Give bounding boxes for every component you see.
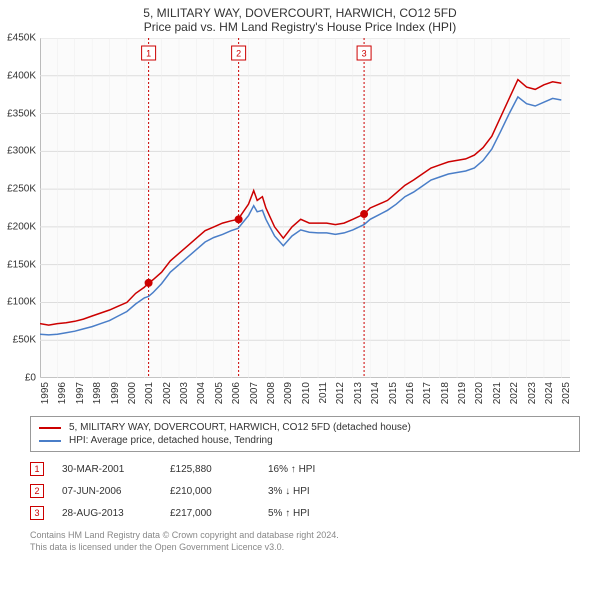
y-tick-label: £200K	[7, 221, 36, 232]
y-tick-label: £50K	[13, 335, 36, 346]
x-tick-label: 2003	[179, 382, 190, 404]
x-tick-label: 2017	[422, 382, 433, 404]
chart-title: 5, MILITARY WAY, DOVERCOURT, HARWICH, CO…	[0, 0, 600, 20]
y-tick-label: £450K	[7, 33, 36, 44]
x-tick-label: 2000	[127, 382, 138, 404]
y-tick-label: £250K	[7, 184, 36, 195]
chart-container: 5, MILITARY WAY, DOVERCOURT, HARWICH, CO…	[0, 0, 600, 590]
x-tick-label: 2001	[144, 382, 155, 404]
legend-label: HPI: Average price, detached house, Tend…	[69, 435, 273, 446]
footer-line2: This data is licensed under the Open Gov…	[30, 542, 570, 554]
y-tick-label: £150K	[7, 259, 36, 270]
event-date: 28-AUG-2013	[62, 508, 152, 519]
plot-svg: 1 2 3	[40, 38, 570, 378]
x-tick-label: 2019	[457, 382, 468, 404]
footer-line1: Contains HM Land Registry data © Crown c…	[30, 530, 570, 542]
event-hpi: 5% ↑ HPI	[268, 508, 348, 519]
legend-label: 5, MILITARY WAY, DOVERCOURT, HARWICH, CO…	[69, 422, 411, 433]
event-price: £125,880	[170, 464, 250, 475]
x-axis-labels: 1995 1996 1997 1998 1999 2000 2001 2002 2003 2004…	[40, 380, 570, 410]
events-table: 1 30-MAR-2001 £125,880 16% ↑ HPI 2 07-JUN-200…	[30, 458, 570, 524]
x-tick-label: 1998	[92, 382, 103, 404]
x-tick-label: 2018	[440, 382, 451, 404]
x-tick-label: 2004	[196, 382, 207, 404]
x-tick-label: 2011	[318, 382, 329, 404]
y-tick-label: £300K	[7, 146, 36, 157]
event-marker-box: 2	[30, 484, 44, 498]
x-tick-label: 2021	[492, 382, 503, 404]
x-tick-label: 2006	[231, 382, 242, 404]
y-axis-labels: £0£50K£100K£150K£200K£250K£300K£350K£400…	[0, 38, 38, 378]
x-tick-label: 1999	[110, 382, 121, 404]
event-price: £217,000	[170, 508, 250, 519]
svg-text:1: 1	[146, 49, 151, 59]
chart-subtitle: Price paid vs. HM Land Registry's House …	[0, 20, 600, 38]
x-tick-label: 2016	[405, 382, 416, 404]
x-tick-label: 2022	[509, 382, 520, 404]
x-tick-label: 2009	[283, 382, 294, 404]
x-tick-label: 2013	[353, 382, 364, 404]
event-marker-box: 3	[30, 506, 44, 520]
x-tick-label: 2007	[249, 382, 260, 404]
x-tick-label: 2010	[301, 382, 312, 404]
event-row: 1 30-MAR-2001 £125,880 16% ↑ HPI	[30, 458, 570, 480]
event-row: 2 07-JUN-2006 £210,000 3% ↓ HPI	[30, 480, 570, 502]
x-tick-label: 1995	[40, 382, 51, 404]
x-tick-label: 2005	[214, 382, 225, 404]
x-tick-label: 2014	[370, 382, 381, 404]
x-tick-label: 2020	[474, 382, 485, 404]
x-tick-label: 1996	[57, 382, 68, 404]
footer: Contains HM Land Registry data © Crown c…	[30, 530, 570, 553]
event-row: 3 28-AUG-2013 £217,000 5% ↑ HPI	[30, 502, 570, 524]
x-tick-label: 2025	[561, 382, 572, 404]
legend-row: 5, MILITARY WAY, DOVERCOURT, HARWICH, CO…	[39, 421, 571, 434]
event-marker-box: 1	[30, 462, 44, 476]
legend-swatch	[39, 440, 61, 442]
event-price: £210,000	[170, 486, 250, 497]
x-tick-label: 2012	[335, 382, 346, 404]
x-tick-label: 2015	[388, 382, 399, 404]
x-tick-label: 2002	[162, 382, 173, 404]
event-hpi: 16% ↑ HPI	[268, 464, 348, 475]
x-tick-label: 2008	[266, 382, 277, 404]
svg-text:3: 3	[362, 49, 367, 59]
event-date: 07-JUN-2006	[62, 486, 152, 497]
x-tick-label: 1997	[75, 382, 86, 404]
event-hpi: 3% ↓ HPI	[268, 486, 348, 497]
y-tick-label: £400K	[7, 70, 36, 81]
chart-area: £0£50K£100K£150K£200K£250K£300K£350K£400…	[40, 38, 600, 408]
x-tick-label: 2024	[544, 382, 555, 404]
legend-swatch	[39, 427, 61, 429]
y-tick-label: £350K	[7, 108, 36, 119]
event-date: 30-MAR-2001	[62, 464, 152, 475]
svg-text:2: 2	[236, 49, 241, 59]
legend-row: HPI: Average price, detached house, Tend…	[39, 434, 571, 447]
y-tick-label: £100K	[7, 297, 36, 308]
legend: 5, MILITARY WAY, DOVERCOURT, HARWICH, CO…	[30, 416, 580, 452]
x-tick-label: 2023	[527, 382, 538, 404]
y-tick-label: £0	[25, 373, 36, 384]
